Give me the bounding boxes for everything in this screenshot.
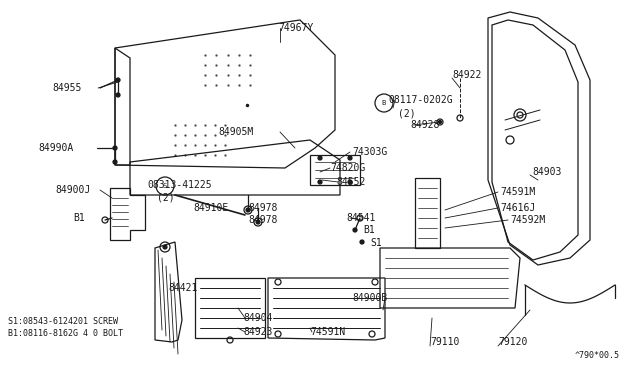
Text: 84904: 84904 — [243, 313, 273, 323]
Circle shape — [438, 121, 442, 124]
Text: B1: B1 — [73, 213, 84, 223]
Text: 84928: 84928 — [410, 120, 440, 130]
Text: 74967Y: 74967Y — [278, 23, 313, 33]
Circle shape — [163, 245, 167, 249]
Text: 74591N: 74591N — [310, 327, 345, 337]
Circle shape — [353, 228, 357, 232]
Circle shape — [113, 160, 117, 164]
Text: 74820G: 74820G — [330, 163, 365, 173]
Text: 84552: 84552 — [336, 177, 365, 187]
Text: S1:08543-6124201 SCREW: S1:08543-6124201 SCREW — [8, 317, 118, 327]
Text: 74616J: 74616J — [500, 203, 535, 213]
Circle shape — [116, 78, 120, 82]
Circle shape — [256, 220, 260, 224]
Text: 84990A: 84990A — [38, 143, 73, 153]
Text: 84905M: 84905M — [218, 127, 253, 137]
Circle shape — [318, 156, 322, 160]
Text: 74592M: 74592M — [510, 215, 545, 225]
Text: 84923: 84923 — [243, 327, 273, 337]
Text: B1: B1 — [363, 225, 375, 235]
Circle shape — [318, 180, 322, 184]
Text: (2): (2) — [157, 192, 175, 202]
Text: (2): (2) — [398, 109, 415, 119]
Text: 84541: 84541 — [346, 213, 376, 223]
Text: 84900J: 84900J — [55, 185, 90, 195]
Text: 84978: 84978 — [248, 203, 277, 213]
Text: ^790*00.5: ^790*00.5 — [575, 352, 620, 360]
Circle shape — [360, 240, 364, 244]
Text: 74591M: 74591M — [500, 187, 535, 197]
Circle shape — [116, 93, 120, 97]
Text: S: S — [163, 183, 167, 189]
Circle shape — [348, 180, 352, 184]
Circle shape — [113, 146, 117, 150]
Text: 84421: 84421 — [168, 283, 197, 293]
Text: 84900B: 84900B — [352, 293, 387, 303]
Text: 79120: 79120 — [498, 337, 527, 347]
Text: B: B — [382, 100, 386, 106]
Text: B1:08116-8162G 4 0 BOLT: B1:08116-8162G 4 0 BOLT — [8, 330, 123, 339]
Text: S1: S1 — [370, 238, 381, 248]
Text: 84910E: 84910E — [193, 203, 228, 213]
Text: 08117-0202G: 08117-0202G — [388, 95, 452, 105]
Text: 84978: 84978 — [248, 215, 277, 225]
Text: 84922: 84922 — [452, 70, 481, 80]
Text: 84955: 84955 — [52, 83, 81, 93]
Circle shape — [246, 208, 250, 212]
Circle shape — [348, 156, 352, 160]
Text: 08313-41225: 08313-41225 — [147, 180, 212, 190]
Text: 74303G: 74303G — [352, 147, 387, 157]
Text: 84903: 84903 — [532, 167, 561, 177]
Text: 79110: 79110 — [430, 337, 460, 347]
